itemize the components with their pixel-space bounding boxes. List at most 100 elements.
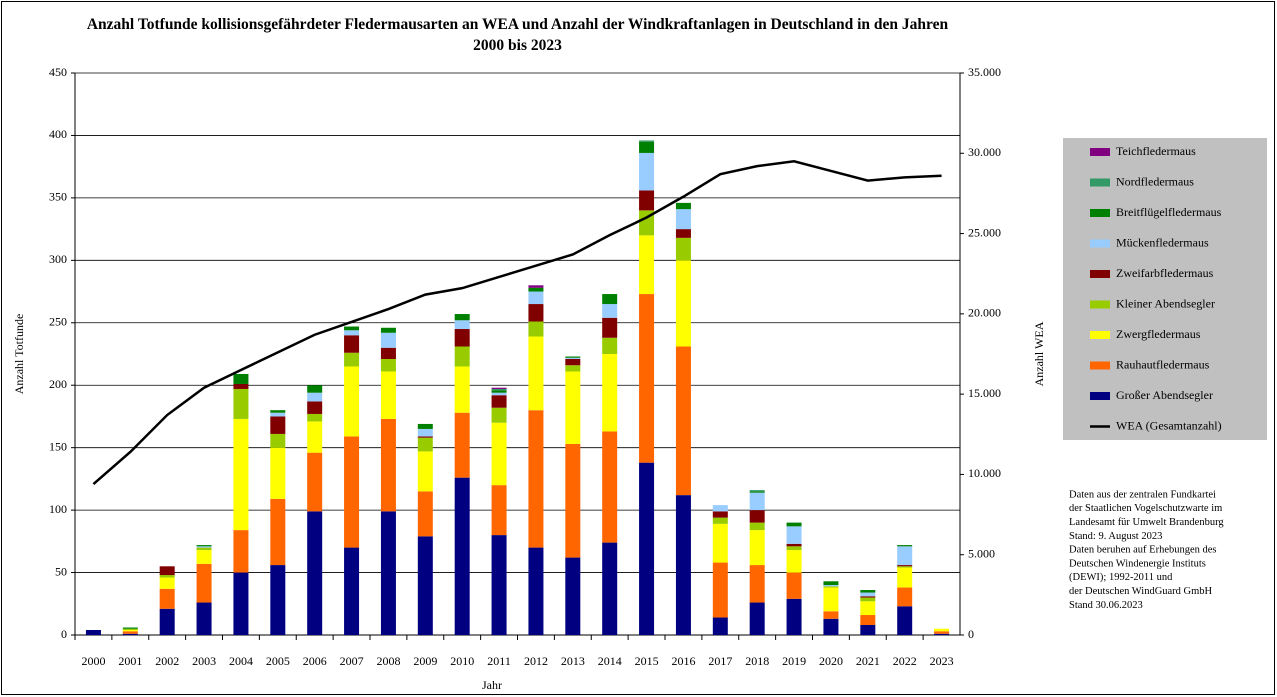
y-tick-label: 100 xyxy=(49,502,67,516)
legend-label: WEA (Gesamtanzahl) xyxy=(1116,418,1222,432)
y2-axis-label: Anzahl WEA xyxy=(1032,321,1046,386)
note-line: Landesamt für Umwelt Brandenburg xyxy=(1069,517,1224,528)
bar-segment xyxy=(344,352,360,367)
bar-segment xyxy=(639,235,655,295)
bar-segment xyxy=(749,565,765,603)
bar-segment xyxy=(528,321,544,337)
legend-swatch xyxy=(1090,361,1110,370)
bar-segment xyxy=(380,418,396,512)
x-tick-label: 2022 xyxy=(893,654,917,668)
bar-segment xyxy=(122,633,138,635)
x-tick-label: 2016 xyxy=(671,654,695,668)
bar-segment xyxy=(417,428,433,437)
bar-segment xyxy=(602,542,618,635)
legend-swatch xyxy=(1090,178,1110,187)
x-tick-label: 2000 xyxy=(81,654,105,668)
bar-segment xyxy=(233,388,249,419)
bar-segment xyxy=(712,505,728,512)
bar-segment xyxy=(639,462,655,635)
bar-segment xyxy=(122,627,138,629)
bar-segment xyxy=(897,545,913,547)
x-tick-label: 2010 xyxy=(450,654,474,668)
bar-segment xyxy=(860,596,876,598)
bar-segment xyxy=(639,140,655,142)
y2-tick-label: 30.000 xyxy=(968,145,1001,159)
bar-segment xyxy=(602,337,618,354)
legend-label: Großer Abendsegler xyxy=(1116,388,1213,402)
bar-segment xyxy=(565,443,581,558)
bar-segment xyxy=(344,335,360,353)
bar-segment xyxy=(860,597,876,602)
bar-segment xyxy=(786,598,802,635)
bar-segment xyxy=(344,547,360,635)
bar-segment xyxy=(675,260,691,347)
bar-segment xyxy=(122,630,138,632)
y-tick-label: 200 xyxy=(49,377,67,391)
y2-tick-label: 10.000 xyxy=(968,466,1001,480)
bar-segment xyxy=(934,631,950,634)
bar-segment xyxy=(491,485,507,536)
bar-segment xyxy=(270,416,286,434)
bar-segment xyxy=(786,550,802,573)
bar-segment xyxy=(602,431,618,543)
x-tick-label: 2021 xyxy=(856,654,880,668)
bar-segment xyxy=(749,522,765,531)
legend-label: Rauhautfledermaus xyxy=(1116,357,1210,371)
bar-segment xyxy=(675,495,691,635)
note-line: (DEWI); 1992-2011 und xyxy=(1069,572,1173,583)
bar-segment xyxy=(897,546,913,566)
bar-segment xyxy=(528,287,544,292)
bar-segment xyxy=(565,357,581,359)
legend-label: Mückenfledermaus xyxy=(1116,235,1209,249)
bar-segment xyxy=(270,565,286,635)
x-tick-label: 2020 xyxy=(819,654,843,668)
x-tick-label: 2014 xyxy=(598,654,622,668)
bar-segment xyxy=(344,326,360,331)
bar-segment xyxy=(675,237,691,261)
bar-segment xyxy=(749,530,765,566)
x-tick-label: 2018 xyxy=(745,654,769,668)
bar-segment xyxy=(675,209,691,230)
x-tick-label: 2003 xyxy=(192,654,216,668)
bar-segment xyxy=(233,418,249,531)
bar-segment xyxy=(786,543,802,547)
note-line: Deutschen Windenergie Instituts xyxy=(1069,558,1206,569)
bar-segment xyxy=(823,611,839,619)
x-tick-label: 2023 xyxy=(930,654,954,668)
bar-segment xyxy=(712,562,728,618)
bar-segment xyxy=(159,566,175,576)
note-line: Stand 30.06.2023 xyxy=(1069,600,1143,611)
bar-segment xyxy=(823,586,839,588)
x-tick-label: 2013 xyxy=(561,654,585,668)
x-tick-label: 2011 xyxy=(487,654,511,668)
bar-segment xyxy=(454,477,470,635)
bar-segment xyxy=(528,304,544,322)
bar-segment xyxy=(380,371,396,419)
y2-tick-label: 20.000 xyxy=(968,306,1001,320)
legend-swatch xyxy=(1090,239,1110,248)
bar-segment xyxy=(528,410,544,548)
bar-segment xyxy=(417,451,433,492)
bar-segment xyxy=(454,412,470,478)
x-tick-label: 2017 xyxy=(708,654,732,668)
bar-segment xyxy=(786,572,802,599)
bar-segment xyxy=(159,608,175,635)
x-tick-label: 2007 xyxy=(340,654,364,668)
legend-box xyxy=(1063,138,1267,440)
legend-swatch xyxy=(1090,392,1110,400)
bar-segment xyxy=(307,392,323,402)
legend-label: Breitflügelfledermaus xyxy=(1116,205,1222,219)
y2-tick-label: 5.000 xyxy=(968,546,995,560)
bar-segment xyxy=(639,294,655,463)
x-tick-label: 2005 xyxy=(266,654,290,668)
bar-segment xyxy=(196,602,212,635)
x-tick-label: 2015 xyxy=(635,654,659,668)
bar-segment xyxy=(639,141,655,153)
bar-segment xyxy=(417,436,433,438)
bar-segment xyxy=(196,546,212,548)
x-tick-label: 2004 xyxy=(229,654,253,668)
bar-segment xyxy=(602,304,618,318)
bar-segment xyxy=(454,366,470,413)
bar-segment xyxy=(712,523,728,563)
